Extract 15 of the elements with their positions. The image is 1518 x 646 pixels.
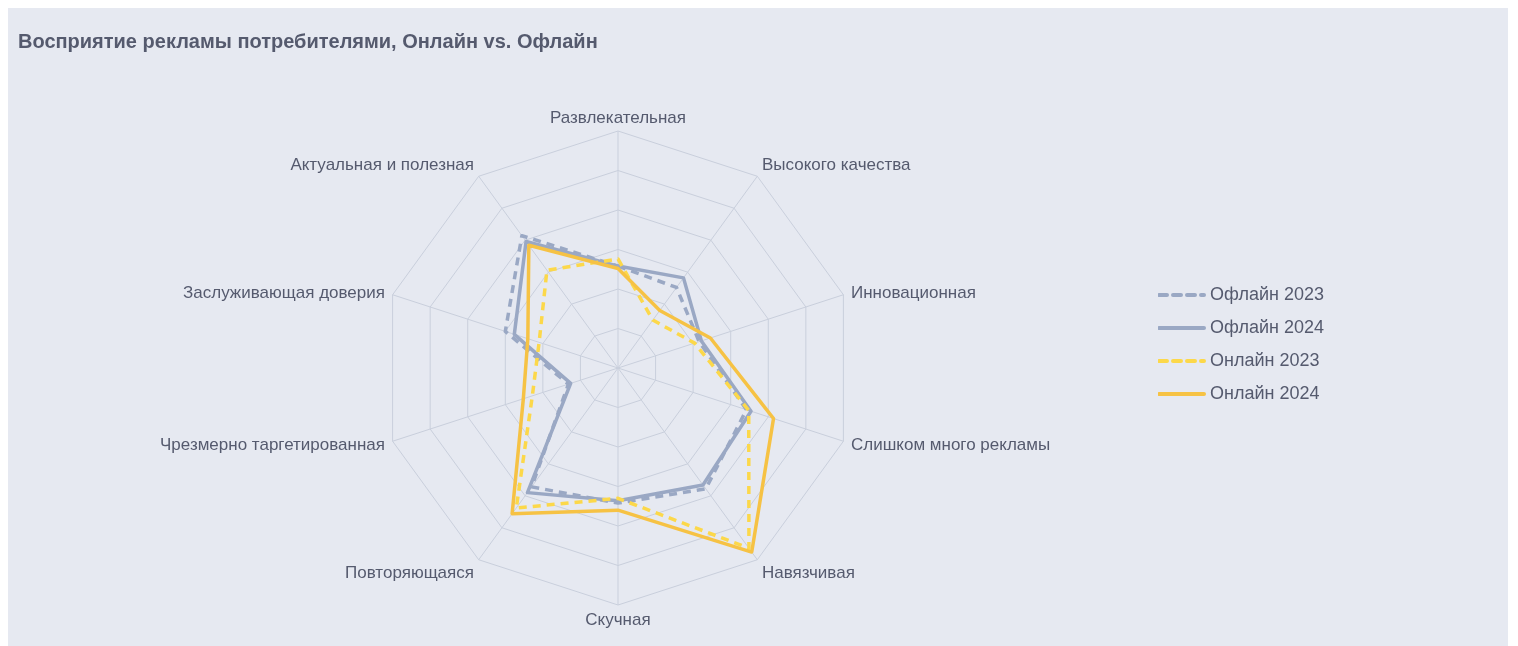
chart-title: Восприятие рекламы потребителями, Онлайн vs. Офлайн	[18, 30, 598, 53]
legend-label: Офлайн 2024	[1210, 317, 1324, 338]
spoke-label: Слишком много рекламы	[851, 434, 1051, 454]
spoke-label: Навязчивая	[762, 563, 855, 583]
spoke-label: Высокого качества	[762, 154, 912, 174]
spoke-label: Повторяющаяся	[345, 563, 474, 583]
legend-label: Офлайн 2023	[1210, 284, 1324, 305]
spoke-label: Развлекательная	[549, 108, 687, 127]
spoke-label: Заслуживающая доверия	[183, 283, 385, 303]
spoke-label: Инновационная	[851, 283, 976, 303]
spoke-label: Чрезмерно таргетированная	[160, 434, 385, 454]
legend-label: Онлайн 2023	[1210, 350, 1320, 371]
spoke-label: Актуальная и полезная	[290, 154, 474, 174]
spoke-label: Скучная	[585, 610, 651, 630]
legend-label: Онлайн 2024	[1210, 383, 1320, 404]
